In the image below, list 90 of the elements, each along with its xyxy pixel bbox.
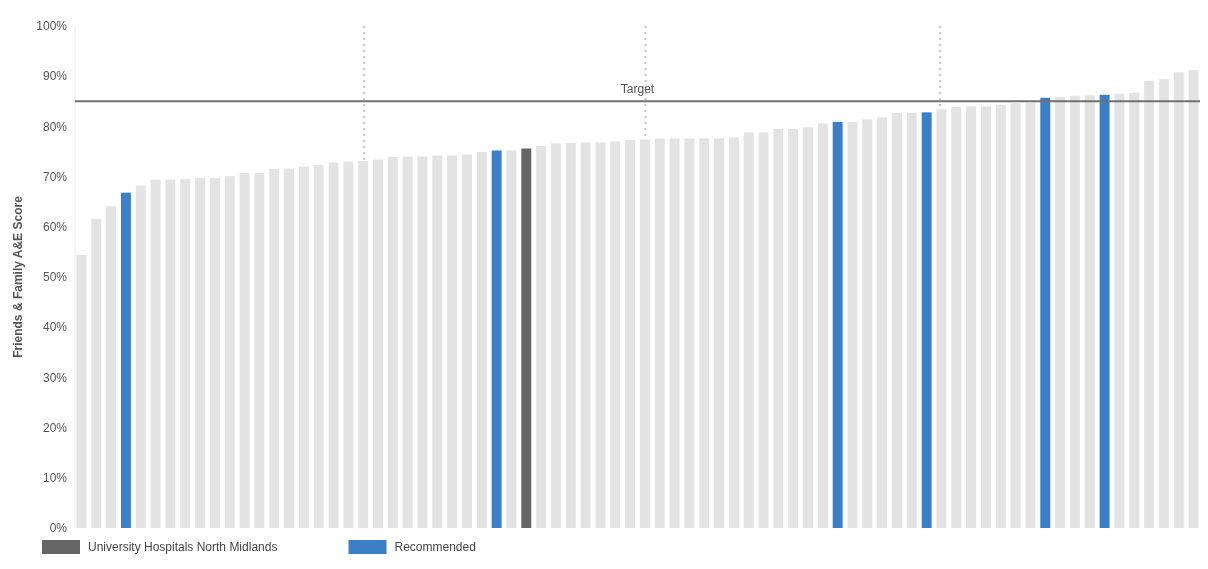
bar [120, 192, 131, 528]
bar [417, 156, 428, 528]
bar [625, 139, 636, 528]
bar [610, 141, 621, 528]
bar [699, 138, 710, 528]
bar [803, 127, 813, 528]
bar [1173, 72, 1184, 528]
bar [684, 138, 695, 528]
bar [728, 137, 739, 528]
bar [862, 119, 873, 528]
bar [521, 148, 532, 528]
bar [150, 179, 161, 528]
bar [1099, 94, 1110, 528]
bar [269, 169, 280, 528]
bar [847, 121, 858, 528]
bar [239, 173, 250, 528]
y-tick-label: 60% [42, 220, 68, 234]
bar [892, 112, 902, 528]
bar [491, 150, 502, 528]
y-axis-title: Friends & Family A&E Score [11, 195, 25, 358]
bar [165, 179, 176, 528]
y-tick-label: 50% [42, 270, 68, 285]
bar [817, 123, 828, 528]
bar [714, 138, 725, 528]
bar [298, 166, 309, 528]
y-tick-label: 30% [42, 370, 68, 385]
bar [951, 106, 962, 528]
bar [1040, 97, 1051, 528]
bar [758, 132, 769, 528]
bar [180, 179, 191, 528]
legend-label: University Hospitals North Midlands [88, 540, 278, 555]
bar [1144, 80, 1155, 528]
bar [195, 178, 206, 528]
bar [1158, 79, 1169, 528]
y-tick-label: 100% [36, 19, 68, 34]
y-tick-label: 10% [42, 471, 68, 485]
bar [743, 132, 754, 528]
bar [387, 157, 398, 528]
ref-line-label: Target [620, 82, 655, 97]
bar [209, 178, 220, 528]
bar [788, 128, 799, 528]
y-tick-label: 0% [49, 521, 68, 536]
bar [980, 106, 991, 528]
bar [773, 128, 784, 528]
bar [106, 206, 117, 528]
bar [936, 109, 947, 528]
bar [402, 156, 413, 528]
bar [432, 155, 443, 528]
legend-label: Recommended [394, 540, 476, 555]
y-tick-label: 80% [42, 119, 68, 134]
bar [343, 161, 354, 528]
bar [476, 152, 487, 528]
bar [135, 185, 146, 528]
bar [284, 168, 295, 528]
bar [313, 165, 324, 528]
bar [1025, 102, 1036, 528]
y-tick-label: 40% [42, 320, 68, 335]
bar [328, 162, 339, 528]
bar [550, 143, 561, 528]
bar [1069, 95, 1080, 528]
bar [832, 121, 843, 528]
bar [506, 150, 517, 528]
bar [595, 142, 606, 528]
bar [254, 173, 265, 528]
y-tick-label: 90% [42, 69, 68, 84]
bar [1055, 96, 1066, 528]
bar [995, 104, 1006, 528]
bar [1129, 92, 1140, 528]
bar [447, 155, 458, 528]
bar [224, 176, 235, 528]
bar [373, 159, 383, 528]
bar [536, 145, 547, 528]
bar [358, 161, 369, 528]
bar [91, 218, 102, 528]
bar [921, 112, 932, 528]
bar [1010, 103, 1021, 528]
bar [654, 138, 665, 528]
bar [1084, 95, 1095, 528]
bar [580, 142, 591, 528]
bar [565, 142, 576, 528]
bar [639, 139, 650, 528]
y-tick-label: 20% [42, 420, 68, 435]
bar [966, 106, 977, 528]
bar [669, 138, 680, 528]
bar [1188, 70, 1199, 528]
bar [906, 112, 917, 528]
bar [1114, 93, 1125, 528]
bar [877, 117, 888, 528]
y-tick-label: 70% [42, 169, 68, 184]
bar [462, 154, 472, 528]
